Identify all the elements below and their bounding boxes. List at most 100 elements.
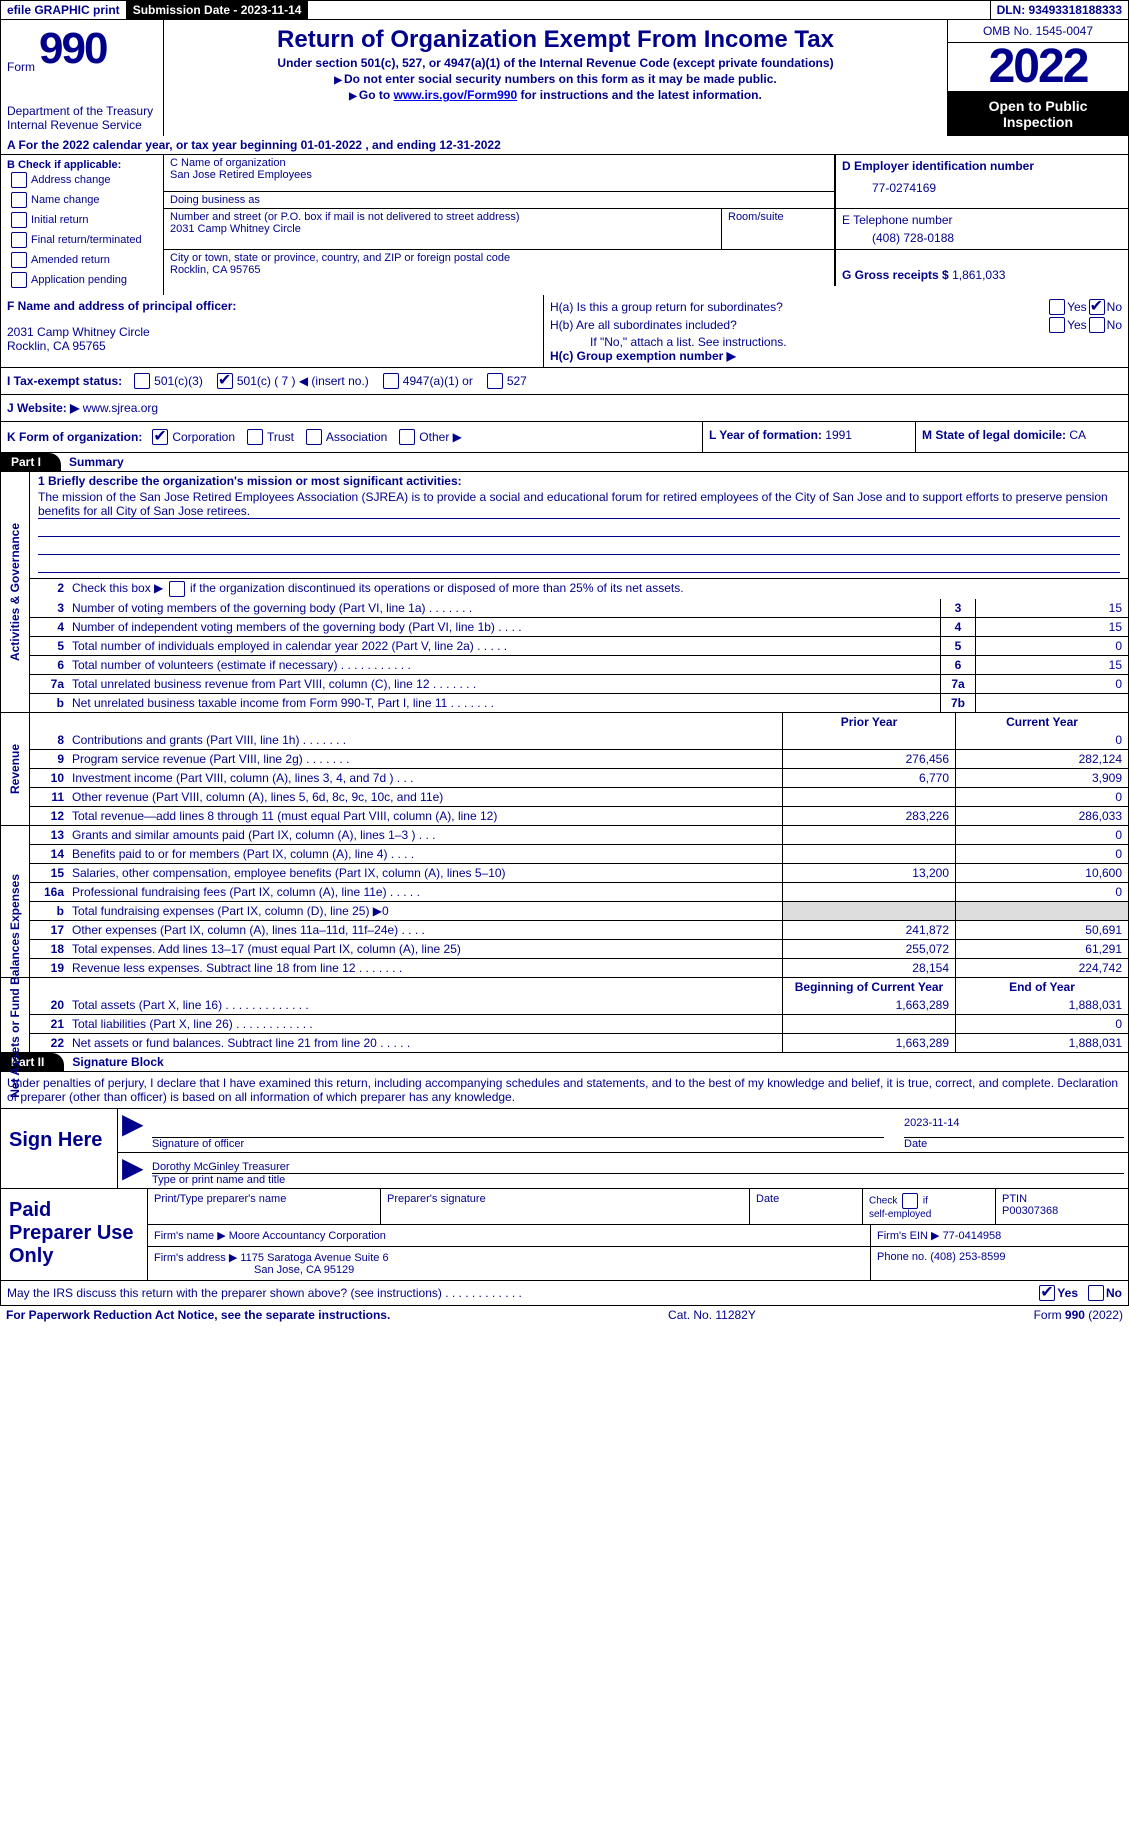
line-num: 18 — [30, 940, 68, 958]
hc-label: H(c) Group exemption number ▶ — [550, 349, 1122, 363]
line-desc: Benefits paid to or for members (Part IX… — [68, 845, 782, 863]
other-checkbox[interactable] — [399, 429, 415, 445]
discuss-yes-checkbox[interactable] — [1039, 1285, 1055, 1301]
sig-date: 2023-11-14 — [904, 1117, 1124, 1138]
officer-label: F Name and address of principal officer: — [7, 299, 537, 313]
box-b-item: Name change — [31, 194, 100, 206]
501c-checkbox[interactable] — [217, 373, 233, 389]
paperwork-notice: For Paperwork Reduction Act Notice, see … — [6, 1308, 390, 1322]
box-b-checkbox-0[interactable] — [11, 172, 27, 188]
prep-name-header: Print/Type preparer's name — [148, 1189, 381, 1224]
line-desc: Net assets or fund balances. Subtract li… — [68, 1034, 782, 1052]
part-1-title: Summary — [61, 453, 132, 471]
line-value: 0 — [975, 637, 1128, 655]
current-value: 10,600 — [955, 864, 1128, 882]
line-desc: Total expenses. Add lines 13–17 (must eq… — [68, 940, 782, 958]
assoc-checkbox[interactable] — [306, 429, 322, 445]
officer-addr2: Rocklin, CA 95765 — [7, 339, 537, 353]
line-desc: Other expenses (Part IX, column (A), lin… — [68, 921, 782, 939]
prior-value: 241,872 — [782, 921, 955, 939]
tax-status-label: I Tax-exempt status: — [7, 374, 122, 388]
self-emp-checkbox[interactable] — [902, 1193, 918, 1209]
section-b-c-d: B Check if applicable: Address change Na… — [0, 155, 1129, 295]
prep-self-emp: Check ifself-employed — [863, 1189, 996, 1224]
prior-value — [782, 731, 955, 749]
irs-link[interactable]: www.irs.gov/Form990 — [394, 88, 518, 102]
current-value: 0 — [955, 826, 1128, 844]
hb-note: If "No," attach a list. See instructions… — [550, 335, 1122, 349]
line-desc: Revenue less expenses. Subtract line 18 … — [68, 959, 782, 977]
paid-preparer-label: Paid Preparer Use Only — [1, 1189, 148, 1280]
box-b-item: Address change — [31, 174, 111, 186]
ha-yes-checkbox[interactable] — [1049, 299, 1065, 315]
hb-no-checkbox[interactable] — [1089, 317, 1105, 333]
line-desc: Investment income (Part VIII, column (A)… — [68, 769, 782, 787]
l2-checkbox[interactable] — [169, 581, 185, 597]
sign-arrow-icon-2: ▶ — [122, 1161, 152, 1186]
website-value: www.sjrea.org — [83, 401, 158, 415]
prior-value: 255,072 — [782, 940, 955, 958]
trust-checkbox[interactable] — [247, 429, 263, 445]
open-inspection: Open to Public Inspection — [948, 92, 1128, 136]
line-num: 9 — [30, 750, 68, 768]
officer-name: Dorothy McGinley Treasurer — [152, 1161, 1124, 1174]
527-checkbox[interactable] — [487, 373, 503, 389]
efile-label: efile GRAPHIC print — [1, 1, 127, 19]
line-desc: Net unrelated business taxable income fr… — [68, 694, 940, 712]
discuss-no-checkbox[interactable] — [1088, 1285, 1104, 1301]
line-1: 1 Briefly describe the organization's mi… — [38, 474, 462, 488]
prior-value — [782, 1015, 955, 1033]
box-b-checkbox-4[interactable] — [11, 252, 27, 268]
expenses-tab: Expenses — [8, 873, 22, 929]
part-2-header: Part II Signature Block — [0, 1053, 1129, 1072]
current-value: 282,124 — [955, 750, 1128, 768]
line-desc: Contributions and grants (Part VIII, lin… — [68, 731, 782, 749]
revenue-section: Revenue Prior YearCurrent Year 8Contribu… — [0, 713, 1129, 826]
box-b-checkbox-2[interactable] — [11, 212, 27, 228]
ha-no-checkbox[interactable] — [1089, 299, 1105, 315]
top-bar: efile GRAPHIC print Submission Date - 20… — [0, 0, 1129, 20]
dln-label: DLN: 93493318188333 — [991, 1, 1128, 19]
form-label: Form — [7, 60, 35, 74]
gross-label: G Gross receipts $ — [842, 268, 949, 282]
line-desc: Total assets (Part X, line 16) . . . . .… — [68, 996, 782, 1014]
4947-checkbox[interactable] — [383, 373, 399, 389]
line-desc: Professional fundraising fees (Part IX, … — [68, 883, 782, 901]
firm-ein-label: Firm's EIN ▶ — [877, 1230, 940, 1242]
firm-name: Moore Accountancy Corporation — [229, 1230, 386, 1242]
header-sub2: Do not enter social security numbers on … — [344, 72, 777, 86]
irs-label: Internal Revenue Service — [7, 118, 157, 132]
ha-label: H(a) Is this a group return for subordin… — [550, 300, 1047, 314]
line-k-l-m: K Form of organization: Corporation Trus… — [0, 422, 1129, 453]
tax-year: 2022 — [948, 43, 1128, 92]
box-b: B Check if applicable: Address change Na… — [1, 155, 164, 295]
line-desc: Total number of volunteers (estimate if … — [68, 656, 940, 674]
box-b-checkbox-3[interactable] — [11, 232, 27, 248]
current-value: 0 — [955, 788, 1128, 806]
netassets-tab: Net Assets or Fund Balances — [8, 932, 22, 1098]
prior-value: 276,456 — [782, 750, 955, 768]
line-num: 17 — [30, 921, 68, 939]
line-value: 15 — [975, 599, 1128, 617]
line-num: 20 — [30, 996, 68, 1014]
corp-checkbox[interactable] — [152, 429, 168, 445]
line-num: 10 — [30, 769, 68, 787]
box-b-checkbox-1[interactable] — [11, 192, 27, 208]
firm-addr1: 1175 Saratoga Avenue Suite 6 — [240, 1252, 388, 1264]
box-b-checkbox-5[interactable] — [11, 272, 27, 288]
phone-label: E Telephone number — [842, 213, 1122, 227]
sig-date-label: Date — [904, 1138, 1124, 1150]
cat-number: Cat. No. 11282Y — [668, 1308, 756, 1322]
current-value: 0 — [955, 883, 1128, 901]
501c3-checkbox[interactable] — [134, 373, 150, 389]
dba-label: Doing business as — [170, 194, 260, 206]
line-value — [975, 694, 1128, 712]
hb-yes-checkbox[interactable] — [1049, 317, 1065, 333]
phone-value: (408) 728-0188 — [842, 231, 1122, 245]
formation-value: 1991 — [825, 428, 852, 442]
line-desc: Number of independent voting members of … — [68, 618, 940, 636]
line-num: 21 — [30, 1015, 68, 1033]
line-num: 4 — [30, 618, 68, 636]
discuss-row: May the IRS discuss this return with the… — [0, 1281, 1129, 1306]
current-value: 1,888,031 — [955, 996, 1128, 1014]
